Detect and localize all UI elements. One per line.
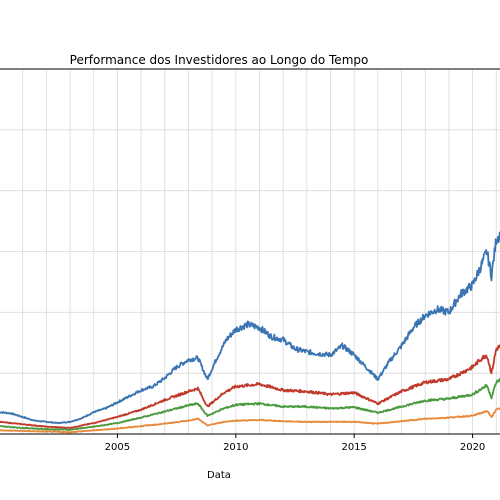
grid-lines	[0, 68, 500, 435]
x-tick-label: 2010	[223, 442, 248, 453]
plot-frame	[0, 68, 500, 435]
x-tick-label: 2020	[460, 442, 485, 453]
series-line-3	[0, 377, 500, 432]
x-tick-label: 2015	[341, 442, 366, 453]
series-layer	[0, 231, 500, 434]
x-tick-label: 2005	[105, 442, 130, 453]
x-ticks: 2005 2010 2015 2020	[105, 434, 485, 453]
series-line-1	[0, 231, 500, 425]
series-line-4	[0, 407, 500, 434]
x-axis-label: Data	[207, 470, 231, 481]
series-line-2	[0, 343, 500, 430]
chart-title: Performance dos Investidores ao Longo do…	[70, 53, 369, 67]
